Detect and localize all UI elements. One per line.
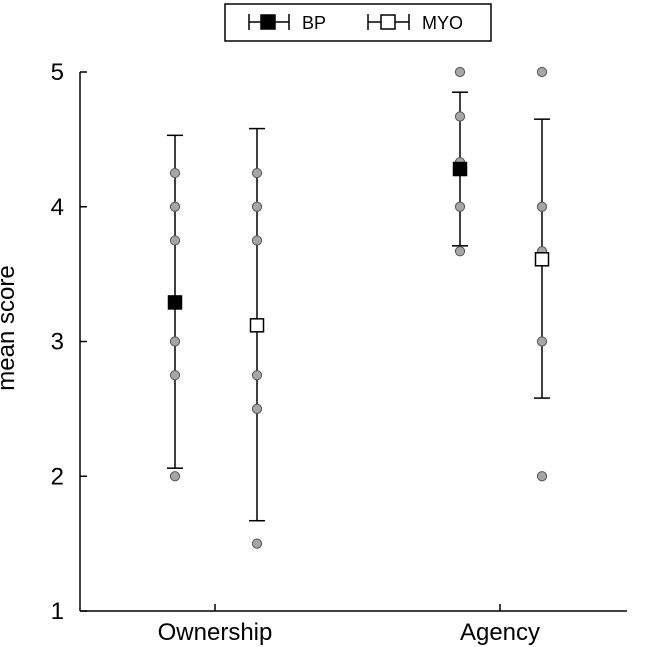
x-tick-label-1: Agency xyxy=(460,619,540,646)
series-bp-ownership xyxy=(167,134,183,482)
y-axis-title: mean score xyxy=(0,265,20,390)
point-myo-0-4 xyxy=(251,201,263,212)
point-bp-0-1 xyxy=(169,370,181,381)
point-bp-0-2 xyxy=(169,336,181,347)
legend-bp-marker xyxy=(260,14,276,30)
mean-marker-bp-1 xyxy=(452,161,468,177)
point-bp-1-3 xyxy=(454,111,466,122)
y-tick-label-3: 4 xyxy=(51,194,64,221)
series-bp-agency xyxy=(452,66,468,257)
point-myo-1-1 xyxy=(536,336,548,347)
point-bp-0-3 xyxy=(169,235,181,246)
mean-marker-bp-0 xyxy=(167,295,183,310)
point-myo-0-3 xyxy=(251,235,263,246)
mean-marker-myo-0 xyxy=(249,318,265,333)
point-myo-0-5 xyxy=(251,167,263,179)
point-bp-0-5 xyxy=(169,167,181,179)
point-myo-1-0 xyxy=(536,471,548,482)
point-myo-1-3 xyxy=(536,201,548,212)
point-myo-1-4 xyxy=(536,66,548,78)
point-bp-1-0 xyxy=(454,246,466,257)
legend-entry-bp: BP xyxy=(248,13,326,33)
legend: BP MYO xyxy=(224,3,492,42)
point-bp-0-0 xyxy=(169,471,181,482)
point-bp-1-4 xyxy=(454,66,466,78)
y-ticks: 1 2 3 4 5 xyxy=(51,59,87,625)
point-myo-0-0 xyxy=(251,538,263,549)
point-myo-0-2 xyxy=(251,370,263,381)
point-bp-1-1 xyxy=(454,201,466,212)
series-myo-ownership xyxy=(249,127,265,549)
y-tick-label-4: 5 xyxy=(51,59,64,86)
y-tick-label-0: 1 xyxy=(51,598,64,625)
legend-myo-label: MYO xyxy=(422,13,463,33)
series-myo-agency xyxy=(534,66,550,482)
point-bp-0-4 xyxy=(169,201,181,212)
legend-bp-label: BP xyxy=(302,13,326,33)
legend-myo-marker xyxy=(380,14,396,30)
point-myo-0-1 xyxy=(251,403,263,414)
plot-area xyxy=(167,66,550,549)
y-tick-label-1: 2 xyxy=(51,463,64,490)
x-ticks: Ownership Agency xyxy=(158,604,540,646)
legend-entry-myo: MYO xyxy=(367,13,463,33)
x-tick-label-0: Ownership xyxy=(158,619,273,646)
y-tick-label-2: 3 xyxy=(51,329,64,356)
mean-marker-myo-1 xyxy=(534,252,550,267)
